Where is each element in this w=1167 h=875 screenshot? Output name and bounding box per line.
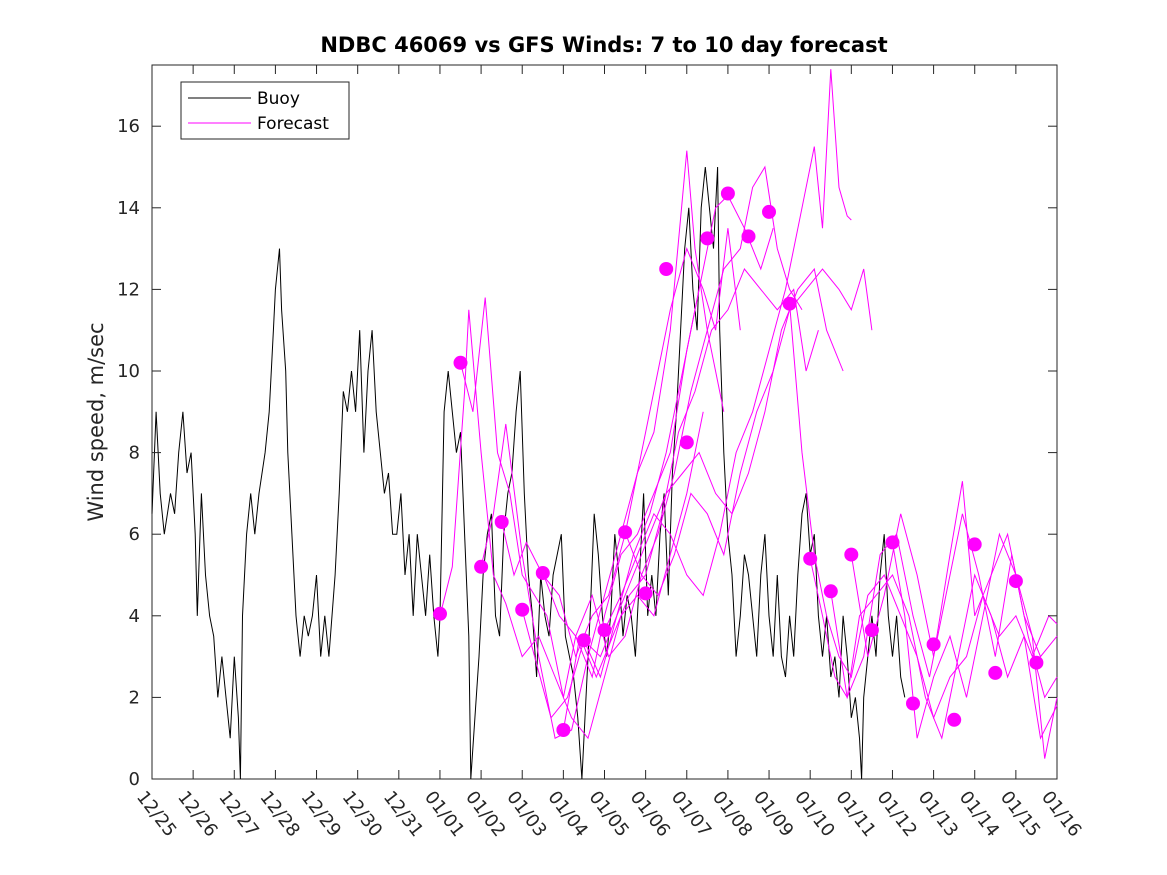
y-tick-label: 2	[129, 687, 140, 708]
forecast-series	[439, 69, 1058, 759]
x-tick-label: 12/29	[297, 787, 345, 841]
forecast-marker-27	[967, 537, 982, 552]
y-tick-label: 0	[129, 769, 140, 790]
forecast-line-8	[583, 267, 844, 679]
forecast-marker-16	[741, 229, 756, 244]
x-tick-label: 12/27	[214, 787, 262, 841]
forecast-marker-21	[844, 547, 859, 562]
forecast-marker-11	[638, 586, 653, 601]
forecast-line-12	[809, 558, 1058, 740]
forecast-marker-22	[864, 623, 879, 638]
x-tick-label: 01/12	[873, 787, 921, 841]
forecast-marker-23	[885, 535, 900, 550]
forecast-line-10	[624, 268, 873, 597]
x-tick-label: 01/01	[420, 787, 468, 841]
forecast-marker-25	[926, 637, 941, 652]
forecast-marker-18	[782, 296, 797, 311]
forecast-marker-26	[947, 712, 962, 727]
x-tick-label: 01/08	[708, 787, 756, 841]
forecast-marker-8	[576, 633, 591, 648]
x-tick-label: 01/02	[461, 787, 509, 841]
y-tick-labels: 0 2 4 6 8 10 12 14 16	[117, 116, 140, 790]
x-tick-label: 01/10	[790, 787, 838, 841]
x-tick-label: 12/28	[255, 787, 303, 841]
x-tick-label: 01/05	[585, 787, 633, 841]
x-tick-label: 01/03	[502, 787, 550, 841]
buoy-line	[151, 166, 906, 780]
forecast-line-14	[850, 481, 1058, 658]
x-tick-label: 01/09	[749, 787, 797, 841]
y-tick-label: 12	[117, 279, 140, 300]
forecast-line-1	[439, 309, 704, 740]
forecast-line-9	[604, 69, 852, 631]
x-tick-label: 01/06	[626, 787, 674, 841]
chart-title: NDBC 46069 vs GFS Winds: 7 to 10 day for…	[320, 33, 887, 57]
forecast-marker-5	[515, 602, 530, 617]
buoy-series	[151, 166, 906, 780]
legend-buoy-label: Buoy	[257, 89, 300, 109]
y-tick-label: 8	[129, 443, 140, 464]
forecast-marker-15	[720, 186, 735, 201]
x-tick-label: 12/31	[379, 787, 427, 841]
forecast-line-3	[480, 150, 725, 739]
x-tick-label: 01/15	[996, 787, 1044, 841]
forecast-markers	[433, 186, 1044, 737]
forecast-marker-10	[618, 525, 633, 540]
y-tick-label: 10	[117, 361, 140, 382]
y-tick-label: 4	[129, 606, 140, 627]
forecast-marker-3	[474, 559, 489, 574]
axes	[151, 65, 1058, 780]
forecast-marker-13	[679, 435, 694, 450]
forecast-marker-28	[988, 665, 1003, 680]
forecast-marker-24	[906, 696, 920, 711]
forecast-marker-29	[1008, 574, 1023, 589]
y-tick-label: 16	[117, 116, 140, 137]
y-tick-label: 6	[129, 524, 140, 545]
x-tick-label: 12/25	[132, 787, 180, 841]
y-axis-label: Wind speed, m/sec	[84, 322, 108, 521]
forecast-line-6	[542, 165, 803, 658]
forecast-marker-4	[494, 515, 509, 529]
x-tick-label: 01/16	[1037, 787, 1085, 841]
x-tick-labels: 12/2512/2612/2712/2812/2912/3012/3101/01…	[132, 787, 1085, 841]
forecast-marker-1	[433, 606, 447, 621]
forecast-marker-30	[1029, 655, 1044, 670]
legend: Buoy Forecast	[180, 81, 350, 140]
x-tick-label: 12/26	[173, 787, 221, 841]
forecast-marker-7	[556, 723, 571, 737]
forecast-marker-12	[659, 262, 674, 276]
forecast-marker-20	[823, 584, 838, 599]
x-tick-label: 01/13	[914, 787, 962, 841]
forecast-marker-19	[803, 551, 818, 566]
y-tick-label: 14	[117, 198, 140, 219]
x-tick-label: 01/14	[955, 787, 1003, 841]
x-tick-label: 01/11	[831, 787, 879, 841]
forecast-marker-14	[700, 231, 715, 246]
forecast-marker-6	[535, 566, 550, 580]
forecast-marker-2	[453, 355, 468, 370]
legend-forecast-label: Forecast	[257, 114, 329, 134]
x-tick-label: 01/04	[543, 787, 591, 841]
forecast-marker-17	[762, 204, 776, 219]
x-tick-label: 12/30	[338, 787, 386, 841]
legend-box	[180, 81, 350, 140]
forecast-marker-9	[597, 623, 612, 638]
x-tick-label: 01/07	[667, 787, 715, 841]
forecast-line-5	[521, 194, 774, 719]
